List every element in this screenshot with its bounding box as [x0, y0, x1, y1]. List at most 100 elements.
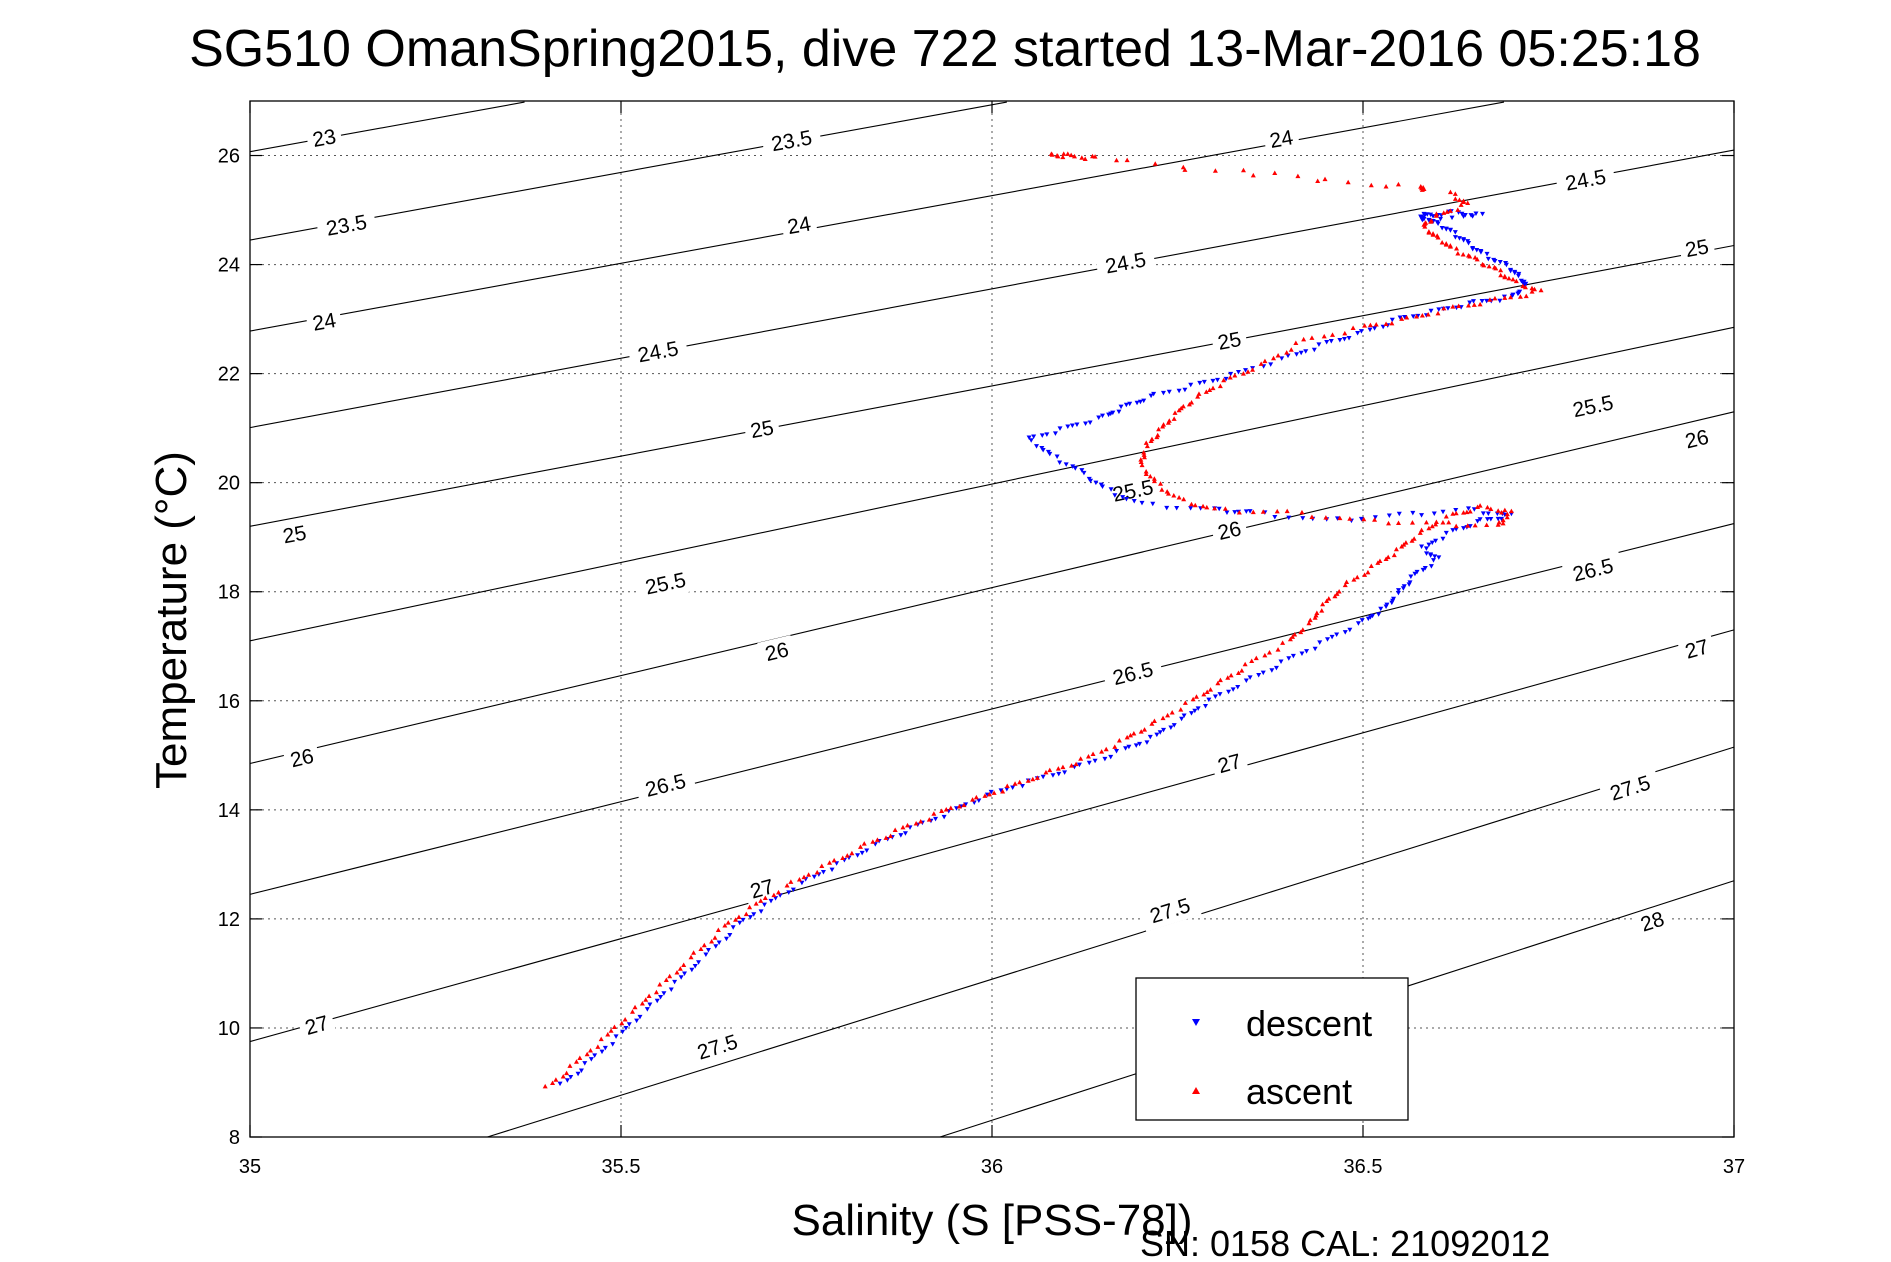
ascent-point	[1092, 154, 1098, 159]
descent-point	[1421, 211, 1427, 217]
descent-point	[661, 991, 667, 996]
ascent-point	[681, 962, 687, 968]
descent-point	[1453, 527, 1459, 532]
grid-lines	[250, 101, 1734, 1137]
ascent-point	[1090, 751, 1096, 757]
svg-text:24: 24	[786, 212, 813, 239]
ascent-point	[715, 927, 721, 933]
ascent-point	[1334, 591, 1340, 596]
descent-point	[1243, 368, 1249, 373]
ascent-point	[1502, 273, 1508, 279]
ascent-point	[1306, 620, 1312, 626]
descent-point	[668, 987, 674, 993]
descent-point	[592, 1053, 598, 1058]
descent-point	[1195, 706, 1201, 711]
ascent-point	[712, 935, 718, 940]
descent-point	[1424, 212, 1430, 217]
ascent-point	[1227, 374, 1233, 380]
descent-point	[777, 893, 783, 898]
contour-label: 24	[780, 209, 819, 242]
descent-point	[1164, 505, 1170, 511]
ascent-point	[814, 869, 820, 875]
descent-point	[1384, 602, 1390, 608]
descent-point	[1247, 675, 1253, 680]
ascent-point	[1176, 494, 1182, 500]
descent-point	[1188, 711, 1194, 716]
ascent-point	[1215, 680, 1221, 686]
ascent-point	[1508, 294, 1514, 300]
ascent-point	[819, 863, 825, 868]
ascent-point	[1471, 302, 1477, 307]
descent-point	[1260, 670, 1266, 676]
descent-point	[790, 887, 796, 893]
ascent-point	[1004, 783, 1010, 788]
descent-point	[1432, 554, 1438, 559]
ascent-point	[1472, 255, 1478, 260]
contour-line-23	[249, 101, 525, 153]
descent-point	[1116, 409, 1122, 415]
descent-point	[644, 1007, 650, 1012]
svg-text:26: 26	[288, 745, 316, 773]
ascent-point	[991, 790, 997, 795]
descent-point	[998, 788, 1004, 793]
descent-point	[1346, 335, 1352, 341]
ascent-point	[542, 1083, 548, 1089]
ascent-point	[1491, 264, 1497, 270]
ascent-point	[1055, 153, 1061, 159]
ascent-point	[1147, 473, 1153, 479]
ascent-point	[1433, 211, 1439, 216]
descent-point	[1026, 435, 1032, 440]
ascent-point	[1271, 355, 1277, 361]
descent-point	[1358, 516, 1364, 522]
descent-point	[1166, 389, 1172, 395]
descent-point	[1039, 446, 1045, 451]
contour-label: 27	[1209, 746, 1250, 781]
legend-box	[1135, 977, 1409, 1121]
descent-point	[933, 816, 939, 822]
ascent-point	[1262, 652, 1268, 658]
descent-point	[1426, 217, 1432, 223]
descent-point	[1367, 327, 1373, 333]
ascent-point	[788, 879, 794, 884]
serial-calibration-footer: SN: 0158 CAL: 21092012	[1140, 1223, 1550, 1262]
descent-point	[1197, 380, 1203, 386]
descent-point	[654, 998, 660, 1004]
descent-point	[1114, 748, 1120, 754]
descent-point	[976, 798, 982, 804]
descent-point	[1054, 454, 1060, 460]
ascent-point	[598, 1036, 604, 1042]
descent-point	[1210, 378, 1216, 384]
ascent-point	[973, 794, 979, 800]
plot-area: 2323.523.524242424.524.524.52525252525.5…	[218, 100, 1745, 1178]
ascent-point	[1143, 469, 1149, 474]
ascent-point	[1060, 154, 1066, 160]
ascent-point	[931, 811, 937, 816]
ascent-point	[1389, 320, 1395, 326]
descent-point	[658, 995, 664, 1000]
ascent-point	[1321, 333, 1327, 339]
ascent-point	[1393, 546, 1399, 552]
descent-point	[1127, 401, 1133, 407]
descent-point	[1151, 391, 1157, 397]
ascent-point	[844, 853, 850, 858]
legend-ascent-label: ascent	[1246, 1071, 1352, 1112]
ascent-point	[1272, 170, 1278, 176]
ascent-point	[948, 805, 954, 811]
ascent-point	[674, 970, 680, 975]
descent-point	[1243, 509, 1249, 514]
descent-point	[1484, 517, 1490, 522]
descent-point	[1355, 330, 1361, 336]
descent-point	[1447, 227, 1453, 233]
ascent-point	[961, 802, 967, 808]
series-ascent	[542, 151, 1544, 1089]
x-tick-label: 36	[981, 1156, 1003, 1178]
ascent-point	[1419, 527, 1425, 533]
ascent-point	[1280, 640, 1286, 645]
descent-point	[737, 920, 743, 926]
ascent-point	[1409, 520, 1415, 525]
descent-point	[1389, 317, 1395, 323]
descent-point	[705, 948, 711, 953]
ascent-point	[1433, 519, 1439, 524]
descent-point	[1148, 393, 1154, 399]
descent-point	[1070, 464, 1076, 469]
